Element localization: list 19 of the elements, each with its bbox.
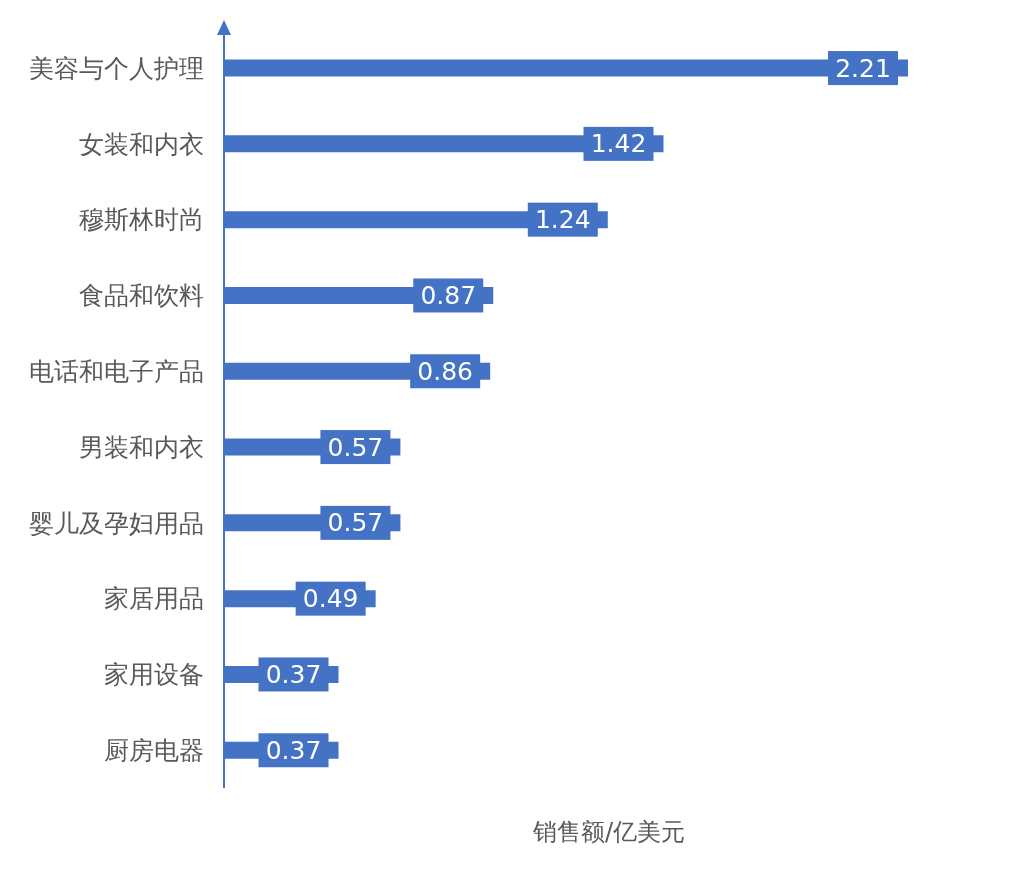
data-label: 1.42 [590, 129, 647, 159]
y-tick-label: 美容与个人护理 [29, 53, 204, 83]
data-label: 0.49 [302, 584, 359, 614]
data-label: 1.24 [534, 205, 591, 235]
y-tick-label: 婴儿及孕妇用品 [29, 508, 204, 538]
y-tick-label: 家用设备 [104, 660, 204, 690]
data-label: 2.21 [835, 53, 891, 83]
y-tick-label: 家居用品 [104, 584, 204, 614]
data-label: 0.57 [327, 508, 384, 538]
y-tick-label: 穆斯林时尚 [79, 205, 204, 235]
y-tick-label: 电话和电子产品 [29, 356, 204, 386]
x-axis-title: 销售额/亿美元 [531, 818, 686, 846]
y-tick-label: 男装和内衣 [79, 432, 204, 462]
data-label: 0.57 [327, 432, 384, 462]
data-label: 0.87 [420, 280, 477, 310]
y-tick-label: 厨房电器 [104, 735, 204, 765]
data-label: 0.86 [417, 356, 474, 386]
y-tick-label: 食品和饮料 [79, 281, 204, 311]
y-tick-label: 女装和内衣 [79, 129, 204, 159]
